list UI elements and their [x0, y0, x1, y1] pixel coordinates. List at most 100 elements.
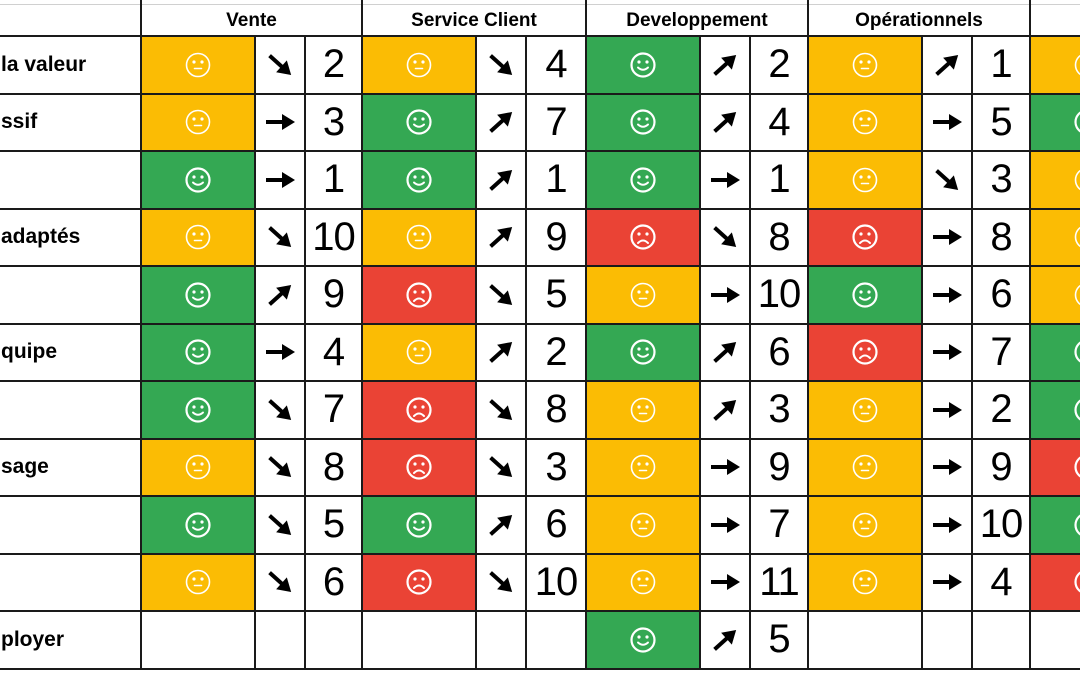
trend-cell[interactable]: [255, 209, 305, 267]
mood-cell[interactable]: [808, 496, 922, 554]
row-label[interactable]: [0, 496, 141, 554]
value-cell[interactable]: 10: [757, 272, 802, 317]
trend-cell[interactable]: [700, 381, 750, 439]
trend-cell[interactable]: [922, 266, 972, 324]
value-cell[interactable]: 4: [322, 329, 345, 374]
value-cell[interactable]: 1: [322, 157, 345, 202]
mood-cell[interactable]: [362, 93, 476, 151]
mood-cell[interactable]: [1030, 496, 1080, 554]
mood-cell[interactable]: [808, 611, 922, 669]
value-cell[interactable]: 7: [990, 329, 1012, 374]
trend-cell[interactable]: [255, 94, 305, 152]
mood-cell[interactable]: [141, 208, 255, 266]
trend-cell[interactable]: [255, 554, 305, 612]
mood-cell[interactable]: [141, 381, 255, 439]
trend-cell[interactable]: [922, 36, 972, 94]
mood-cell[interactable]: [808, 266, 922, 324]
mood-cell[interactable]: [1030, 553, 1080, 611]
trend-cell[interactable]: [476, 554, 526, 612]
mood-cell[interactable]: [362, 36, 476, 94]
value-cell[interactable]: 2: [768, 42, 790, 87]
value-cell[interactable]: 9: [990, 444, 1012, 489]
mood-cell[interactable]: [1030, 323, 1080, 381]
trend-cell[interactable]: [476, 439, 526, 497]
trend-cell[interactable]: [476, 266, 526, 324]
value-cell[interactable]: 8: [768, 214, 790, 259]
mood-cell[interactable]: [141, 611, 255, 669]
trend-cell[interactable]: [476, 381, 526, 439]
mood-cell[interactable]: [362, 438, 476, 496]
mood-cell[interactable]: [586, 553, 700, 611]
trend-cell[interactable]: [255, 36, 305, 94]
mood-cell[interactable]: [1030, 438, 1080, 496]
trend-cell[interactable]: [922, 496, 972, 554]
trend-cell[interactable]: [700, 611, 750, 669]
mood-cell[interactable]: [1030, 36, 1080, 94]
trend-cell[interactable]: [476, 611, 526, 669]
value-cell[interactable]: 2: [322, 42, 345, 87]
column-header[interactable]: [1030, 6, 1080, 35]
mood-cell[interactable]: [808, 93, 922, 151]
trend-cell[interactable]: [922, 94, 972, 152]
mood-cell[interactable]: [362, 323, 476, 381]
value-cell[interactable]: [526, 611, 586, 669]
trend-cell[interactable]: [922, 439, 972, 497]
trend-cell[interactable]: [476, 496, 526, 554]
trend-cell[interactable]: [476, 36, 526, 94]
mood-cell[interactable]: [586, 36, 700, 94]
trend-cell[interactable]: [476, 94, 526, 152]
trend-cell[interactable]: [700, 94, 750, 152]
value-cell[interactable]: 10: [979, 502, 1024, 547]
trend-cell[interactable]: [922, 209, 972, 267]
row-label[interactable]: [0, 381, 141, 439]
row-label[interactable]: ssif: [1, 110, 38, 134]
mood-cell[interactable]: [141, 93, 255, 151]
column-header[interactable]: Opérationnels: [855, 9, 983, 31]
row-label[interactable]: sage: [1, 455, 49, 479]
value-cell[interactable]: 2: [545, 329, 567, 374]
mood-cell[interactable]: [141, 496, 255, 554]
trend-cell[interactable]: [255, 381, 305, 439]
mood-cell[interactable]: [362, 208, 476, 266]
value-cell[interactable]: 7: [545, 99, 567, 144]
value-cell[interactable]: 4: [768, 99, 790, 144]
mood-cell[interactable]: [141, 553, 255, 611]
trend-cell[interactable]: [700, 439, 750, 497]
mood-cell[interactable]: [586, 381, 700, 439]
mood-cell[interactable]: [586, 93, 700, 151]
trend-cell[interactable]: [476, 151, 526, 209]
value-cell[interactable]: 8: [545, 387, 567, 432]
trend-cell[interactable]: [476, 209, 526, 267]
value-cell[interactable]: 7: [768, 502, 790, 547]
value-cell[interactable]: 3: [768, 387, 790, 432]
mood-cell[interactable]: [808, 208, 922, 266]
value-cell[interactable]: 3: [545, 444, 567, 489]
value-cell[interactable]: [972, 611, 1030, 669]
trend-cell[interactable]: [922, 611, 972, 669]
column-header[interactable]: Developpement: [626, 9, 768, 31]
mood-cell[interactable]: [586, 151, 700, 209]
mood-cell[interactable]: [808, 438, 922, 496]
mood-cell[interactable]: [141, 151, 255, 209]
value-cell[interactable]: 5: [768, 617, 790, 662]
value-cell[interactable]: 6: [322, 559, 345, 604]
column-header[interactable]: Vente: [226, 9, 277, 31]
value-cell[interactable]: [305, 611, 362, 669]
value-cell[interactable]: 7: [322, 387, 345, 432]
value-cell[interactable]: 2: [990, 387, 1012, 432]
trend-cell[interactable]: [700, 554, 750, 612]
trend-cell[interactable]: [255, 611, 305, 669]
value-cell[interactable]: 11: [759, 559, 800, 604]
value-cell[interactable]: 6: [545, 502, 567, 547]
mood-cell[interactable]: [362, 381, 476, 439]
value-cell[interactable]: 6: [990, 272, 1012, 317]
value-cell[interactable]: 5: [990, 99, 1012, 144]
value-cell[interactable]: 3: [990, 157, 1012, 202]
trend-cell[interactable]: [700, 496, 750, 554]
mood-cell[interactable]: [141, 438, 255, 496]
value-cell[interactable]: 4: [545, 42, 567, 87]
trend-cell[interactable]: [922, 554, 972, 612]
mood-cell[interactable]: [1030, 611, 1080, 669]
mood-cell[interactable]: [141, 36, 255, 94]
mood-cell[interactable]: [1030, 208, 1080, 266]
